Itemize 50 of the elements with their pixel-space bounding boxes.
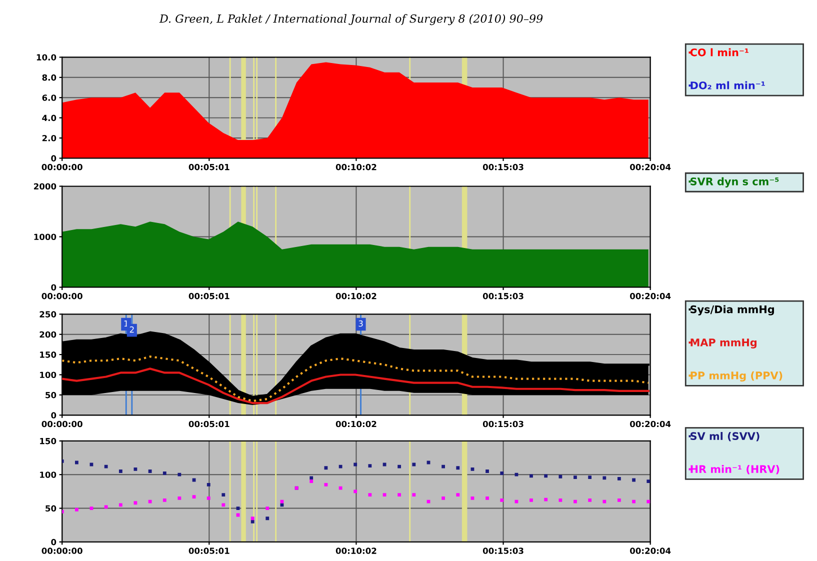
x-tick-label: 00:00:00 [42, 292, 82, 300]
x-tick-label: 00:15:03 [482, 292, 524, 300]
y-tick-label: 50 [46, 392, 56, 398]
x-tick-label: 00:05:01 [188, 420, 230, 428]
y-tick-label: 10.0 [36, 54, 56, 61]
y-tick-label: 200 [40, 331, 56, 338]
y-tick-label: 6.0 [42, 94, 56, 101]
y-tick-label: 1000 [34, 234, 56, 240]
legend-label: CO l min⁻¹ [690, 48, 748, 56]
x-tick-label: 00:00:00 [42, 420, 82, 428]
legend-label: SV ml (SVV) [690, 432, 760, 442]
x-tick-label: 00:20:04 [630, 292, 671, 300]
y-tick-label: 2000 [34, 183, 56, 190]
legend-label: Sys/Dia mmHg [690, 305, 774, 316]
legend-label: DO₂ ml min⁻¹ [690, 81, 765, 90]
y-tick-label: 100 [40, 372, 56, 378]
y-tick-label: 8.0 [42, 74, 56, 81]
x-tick-label: 00:00:00 [42, 548, 82, 554]
x-tick-label: 00:20:04 [630, 164, 671, 170]
x-tick-label: 00:20:04 [630, 548, 671, 554]
x-tick-label: 00:05:01 [188, 548, 230, 554]
y-tick-label: 2.0 [42, 134, 56, 142]
x-tick-label: 00:00:00 [42, 164, 82, 170]
y-tick-label: 100 [40, 472, 56, 478]
legend-label: PP mmHg (PPV) [690, 371, 782, 382]
y-tick-label: 0 [51, 284, 56, 291]
x-tick-label: 00:15:03 [482, 420, 524, 428]
x-tick-label: 00:10:02 [336, 420, 376, 428]
text: D. Green, L Paklet / International Journal of Surgery 8 (2010) 90–99 [159, 14, 543, 26]
x-tick-label: 00:15:03 [482, 548, 524, 554]
y-tick-label: 150 [40, 438, 56, 444]
x-tick-label: 00:10:02 [336, 164, 376, 170]
annotation: 2 [130, 326, 134, 333]
x-tick-label: 00:10:02 [336, 292, 376, 300]
x-tick-label: 00:10:02 [336, 548, 376, 554]
y-tick-label: 150 [40, 352, 56, 358]
x-tick-label: 00:15:03 [482, 164, 524, 170]
legend-label: HR min⁻¹ (HRV) [690, 464, 780, 474]
x-tick-label: 00:05:01 [188, 292, 230, 300]
x-tick-label: 00:05:01 [188, 164, 230, 170]
y-tick-label: 0 [51, 412, 56, 418]
y-tick-label: 250 [40, 311, 56, 318]
annotation: 3 [358, 320, 363, 327]
y-tick-label: 0 [51, 155, 56, 162]
y-tick-label: 50 [46, 505, 56, 512]
legend-label: SVR dyn s cm⁻⁵ [690, 177, 779, 188]
x-tick-label: 00:20:04 [630, 420, 671, 428]
y-tick-label: 4.0 [42, 114, 56, 122]
legend-label: MAP mmHg [690, 338, 756, 348]
y-tick-label: 0 [51, 538, 56, 546]
